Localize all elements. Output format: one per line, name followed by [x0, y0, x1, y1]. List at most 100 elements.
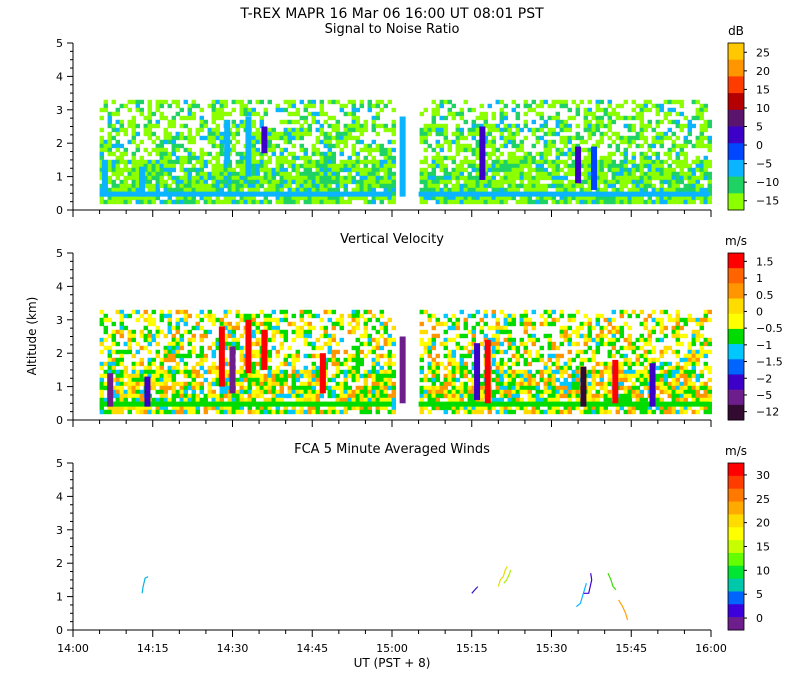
heatmap-cell: [307, 131, 312, 137]
heatmap-cell: [427, 337, 432, 343]
heatmap-cell: [519, 321, 524, 327]
heatmap-cell: [151, 111, 156, 117]
heatmap-cell: [347, 385, 352, 391]
heatmap-cell: [535, 167, 540, 173]
heatmap-cell: [631, 373, 636, 379]
colorbar-segment: [728, 126, 744, 144]
heatmap-cell: [539, 377, 544, 383]
heatmap-cell: [195, 155, 200, 161]
heatmap-cell: [475, 309, 480, 315]
heatmap-cell: [591, 385, 596, 391]
heatmap-cell: [603, 393, 608, 399]
heatmap-cell: [559, 199, 564, 205]
heatmap-cell: [143, 131, 148, 137]
heatmap-cell: [519, 405, 524, 411]
heatmap-cell: [643, 321, 648, 327]
heatmap-cell: [287, 163, 292, 169]
heatmap-cell: [379, 159, 384, 165]
heatmap-cell: [475, 195, 480, 201]
heatmap-cell: [119, 321, 124, 327]
heatmap-cell: [639, 195, 644, 201]
heatmap-cell: [579, 171, 584, 177]
heatmap-cell: [427, 127, 432, 133]
heatmap-cell: [367, 337, 372, 343]
heatmap-cell: [587, 127, 592, 133]
heatmap-cell: [111, 199, 116, 205]
heatmap-cell: [435, 131, 440, 137]
heatmap-cell: [531, 155, 536, 161]
heatmap-cell: [603, 385, 608, 391]
heatmap-cell: [679, 147, 684, 153]
heatmap-cell: [391, 175, 396, 181]
heatmap-cell: [707, 183, 712, 189]
heatmap-cell: [447, 405, 452, 411]
heatmap-cell: [619, 381, 624, 387]
heatmap-cell: [295, 389, 300, 395]
heatmap-cell: [123, 393, 128, 399]
heatmap-cell: [179, 179, 184, 185]
heatmap-cell: [387, 349, 392, 355]
colorbar-segment: [728, 59, 744, 77]
heatmap-cell: [159, 397, 164, 403]
heatmap-cell: [663, 131, 668, 137]
heatmap-cell: [307, 127, 312, 133]
heatmap-cell: [583, 337, 588, 343]
heatmap-cell: [167, 397, 172, 403]
heatmap-cell: [355, 309, 360, 315]
heatmap-cell: [151, 175, 156, 181]
heatmap-cell: [591, 337, 596, 343]
heatmap-cell: [107, 131, 112, 137]
heatmap-cell: [131, 329, 136, 335]
heatmap-cell: [259, 155, 264, 161]
heatmap-cell: [295, 167, 300, 173]
heatmap-cell: [207, 131, 212, 137]
heatmap-cell: [251, 111, 256, 117]
heatmap-cell: [183, 309, 188, 315]
heatmap-cell: [475, 175, 480, 181]
heatmap-cell: [623, 361, 628, 367]
heatmap-cell: [427, 369, 432, 375]
heatmap-cell: [627, 369, 632, 375]
heatmap-cell: [311, 313, 316, 319]
heatmap-cell: [443, 155, 448, 161]
heatmap-cell: [163, 409, 168, 415]
heatmap-cell: [475, 167, 480, 173]
heatmap-cell: [603, 187, 608, 193]
heatmap-cell: [375, 329, 380, 335]
heatmap-cell: [311, 163, 316, 169]
heatmap-cell: [707, 159, 712, 165]
heatmap-cell: [379, 393, 384, 399]
heatmap-cell: [523, 135, 528, 141]
heatmap-cell: [275, 321, 280, 327]
heatmap-cell: [283, 405, 288, 411]
heatmap-cell: [587, 183, 592, 189]
heatmap-cell: [167, 151, 172, 157]
heatmap-cell: [355, 377, 360, 383]
heatmap-cell: [619, 139, 624, 145]
heatmap-cell: [371, 147, 376, 153]
heatmap-cell: [559, 135, 564, 141]
heatmap-cell: [511, 381, 516, 387]
heatmap-cell: [211, 139, 216, 145]
heatmap-cell: [163, 199, 168, 205]
heatmap-cell: [151, 381, 156, 387]
heatmap-cell: [707, 147, 712, 153]
heatmap-cell: [471, 349, 476, 355]
heatmap-cell: [355, 195, 360, 201]
heatmap-cell: [339, 131, 344, 137]
heatmap-cell: [611, 119, 616, 125]
heatmap-cell: [559, 325, 564, 331]
heatmap-cell: [595, 345, 600, 351]
heatmap-cell: [571, 135, 576, 141]
heatmap-cell: [611, 111, 616, 117]
heatmap-cell: [611, 171, 616, 177]
heatmap-cell: [335, 393, 340, 399]
heatmap-cell: [375, 179, 380, 185]
heatmap-cell: [579, 349, 584, 355]
heatmap-cell: [683, 393, 688, 399]
heatmap-cell: [147, 373, 152, 379]
heatmap-cell: [591, 127, 596, 133]
heatmap-cell: [627, 199, 632, 205]
heatmap-cell: [667, 171, 672, 177]
heatmap-cell: [651, 171, 656, 177]
